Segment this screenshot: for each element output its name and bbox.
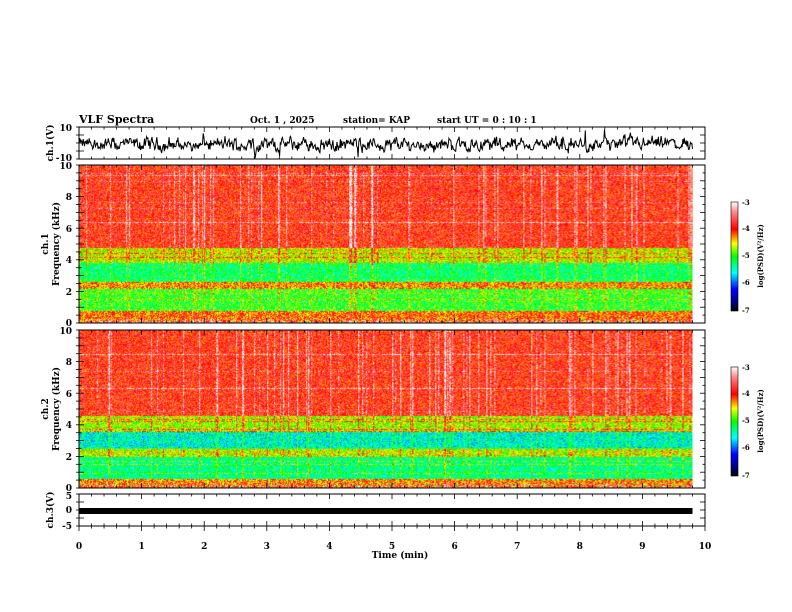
ch2-colorbar-label: log(PSD)(V²/Hz) <box>756 389 765 453</box>
x-axis-label: Time (min) <box>372 550 429 561</box>
xtick-3: 3 <box>264 542 270 552</box>
ch3-waveform-panel: 5 0 -5 ch.3(V) <box>45 492 706 532</box>
ch1-colorbar: -3 -4 -5 -6 -7 log(PSD)(V²/Hz) <box>730 198 765 315</box>
ch1-colorbar-bar <box>730 201 739 312</box>
ch2-colorbar-bar <box>730 366 739 477</box>
ch1-spectrogram-image <box>79 165 693 323</box>
ch2-spectrogram-image <box>79 330 693 488</box>
start-ut-label: start UT = 0 : 10 : 1 <box>437 116 537 126</box>
ch3-ytick-m5: -5 <box>62 522 72 532</box>
ch2-ytick-10: 10 <box>59 327 72 337</box>
ch2-cb-tick-m3: -3 <box>742 363 750 372</box>
ch1-ytick-top: 10 <box>59 124 72 134</box>
ch1-ytick-2: 2 <box>66 288 72 298</box>
ch2-cb-tick-m5: -5 <box>742 416 750 425</box>
ch1-spec-ylabel-freq: Frequency (kHz) <box>51 202 62 286</box>
ch2-spectrogram-panel: 0 2 4 6 8 10 ch.2 Frequency (kHz) <box>41 327 706 494</box>
ch1-cb-tick-m7: -7 <box>742 306 750 315</box>
ch1-waveform-panel: 10 -10 ch.1(V) <box>45 124 706 164</box>
ch3-waveform-line <box>79 508 693 514</box>
xtick-8: 8 <box>577 542 583 552</box>
ch1-ytick-6: 6 <box>66 225 72 235</box>
ch1-cb-tick-m3: -3 <box>742 198 750 207</box>
ch1-ytick-10: 10 <box>59 162 72 172</box>
ch1-spec-ylabel-channel: ch.1 <box>41 233 51 254</box>
ch3-ytick-0: 0 <box>66 506 72 516</box>
ch2-spec-ylabel-channel: ch.2 <box>41 398 51 419</box>
ch1-ytick-8: 8 <box>66 193 72 203</box>
ch2-cb-tick-m7: -7 <box>742 471 750 480</box>
ch2-ytick-4: 4 <box>66 421 72 431</box>
x-axis: 0 1 2 3 4 5 6 7 8 9 10 Time (min) <box>76 542 711 561</box>
ch1-cb-tick-m4: -4 <box>742 224 750 233</box>
xtick-1: 1 <box>138 542 144 552</box>
date-label: Oct. 1 , 2025 <box>250 116 314 126</box>
xtick-0: 0 <box>76 542 82 552</box>
ch1-colorbar-label: log(PSD)(V²/Hz) <box>756 224 765 288</box>
ch1-spectrogram-panel: 0 2 4 6 8 10 ch.1 Frequency (kHz) <box>41 162 706 329</box>
ch2-spec-ylabel-freq: Frequency (kHz) <box>51 367 62 451</box>
ch1-ytick-0: 0 <box>66 319 72 329</box>
xtick-7: 7 <box>514 542 520 552</box>
ch1-waveform-line <box>78 129 693 159</box>
ch1-ytick-bottom: -10 <box>56 154 72 164</box>
ch2-cb-tick-m4: -4 <box>742 389 750 398</box>
station-label: station= KAP <box>343 116 410 126</box>
xtick-5: 5 <box>389 542 395 552</box>
ch2-colorbar: -3 -4 -5 -6 -7 log(PSD)(V²/Hz) <box>730 363 765 480</box>
ch3-ylabel: ch.3(V) <box>45 492 56 529</box>
xtick-6: 6 <box>451 542 457 552</box>
xtick-9: 9 <box>639 542 645 552</box>
ch2-cb-tick-m6: -6 <box>742 443 750 452</box>
ch2-ytick-0: 0 <box>66 484 72 494</box>
ch2-ytick-6: 6 <box>66 390 72 400</box>
ch1-ytick-4: 4 <box>66 256 72 266</box>
figure-title: VLF Spectra <box>78 113 154 126</box>
ch1-cb-tick-m5: -5 <box>742 251 750 260</box>
ch2-ytick-2: 2 <box>66 453 72 463</box>
axis-ticks <box>76 126 706 531</box>
xtick-2: 2 <box>201 542 207 552</box>
ch3-ytick-5: 5 <box>66 492 72 502</box>
xtick-10: 10 <box>699 542 712 552</box>
ch1-cb-tick-m6: -6 <box>742 278 750 287</box>
ch2-ytick-8: 8 <box>66 358 72 368</box>
xtick-4: 4 <box>326 542 332 552</box>
ch1-ylabel: ch.1(V) <box>45 125 56 162</box>
